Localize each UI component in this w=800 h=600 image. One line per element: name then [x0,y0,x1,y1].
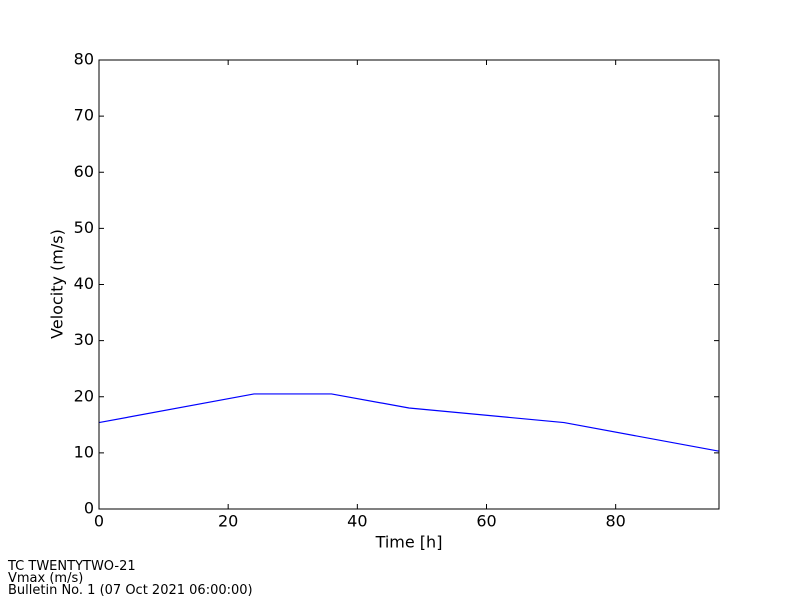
x-tick-label: 80 [605,512,625,531]
x-axis-label: Time [h] [375,533,443,552]
footer-note: Bulletin No. 1 (07 Oct 2021 06:00:00) [8,583,253,598]
x-tick-label: 60 [476,512,496,531]
y-tick-label: 10 [74,442,94,461]
x-tick-label: 0 [94,512,104,531]
y-tick-label: 50 [74,218,94,237]
y-tick-label: 40 [74,274,94,293]
y-tick-label: 60 [74,162,94,181]
y-axis-label: Velocity (m/s) [48,229,67,339]
y-tick-label: 70 [74,106,94,125]
y-tick-label: 30 [74,330,94,349]
y-tick-label: 20 [74,386,94,405]
y-tick-label: 80 [74,50,94,69]
footer-note: Vmax (m/s) [8,571,83,586]
plot-frame [98,59,720,510]
x-tick-label: 20 [218,512,238,531]
data-line [98,393,720,452]
y-tick-label: 0 [84,499,94,518]
footer-note: TC TWENTYTWO-21 [7,559,136,574]
x-tick-label: 40 [347,512,367,531]
